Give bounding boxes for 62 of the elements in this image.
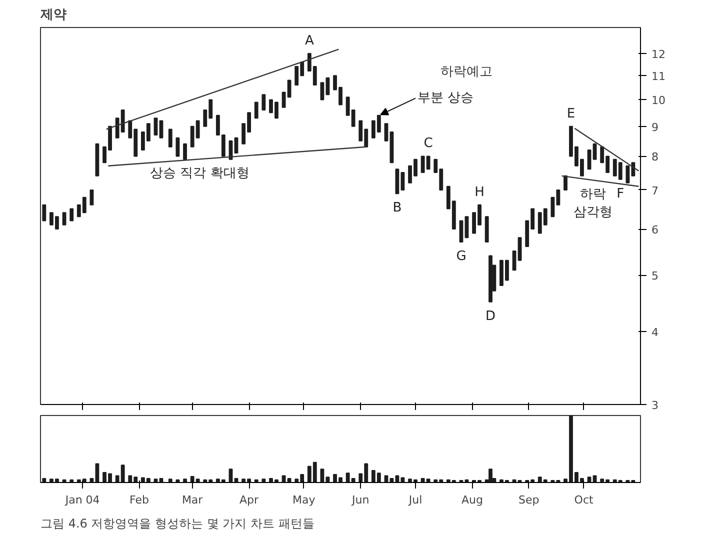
bar xyxy=(42,478,46,482)
annotation: C xyxy=(424,136,433,152)
bar xyxy=(592,143,597,160)
annotation: B xyxy=(392,200,402,216)
x-tick-label: Apr xyxy=(240,494,260,506)
bar xyxy=(488,468,492,482)
annotation: 하락 삼각형 xyxy=(573,187,612,220)
x-tick-label: Jan 04 xyxy=(64,494,100,506)
annotation: D xyxy=(485,308,496,324)
caption: 그림 4.6 저항영역을 형성하는 몇 가지 차트 패턴들 xyxy=(40,516,314,530)
y-tick-label: 7 xyxy=(652,184,658,198)
bar xyxy=(488,255,492,302)
bar xyxy=(384,123,388,142)
y-tick-label: 3 xyxy=(652,399,658,412)
bar xyxy=(390,132,394,164)
y-tick-label: 6 xyxy=(652,224,658,237)
bar xyxy=(512,250,516,271)
bar xyxy=(234,137,238,154)
bar xyxy=(159,120,164,138)
x-tick-label: Jun xyxy=(351,494,370,506)
bar xyxy=(176,137,180,157)
annotation: H xyxy=(474,184,484,200)
bar xyxy=(254,102,258,119)
y-tick-label: 11 xyxy=(652,70,666,84)
chart-title: 제약 xyxy=(40,8,66,22)
bar xyxy=(95,143,100,176)
y-tick-label: 5 xyxy=(652,270,658,283)
bar xyxy=(262,478,266,482)
bar xyxy=(262,94,266,111)
x-tick-label: Sep xyxy=(518,494,540,506)
bar xyxy=(168,128,172,148)
x-tick-label: Oct xyxy=(574,494,594,506)
bar xyxy=(518,237,522,261)
bar xyxy=(459,220,464,243)
y-tick-label: 10 xyxy=(652,94,666,108)
x-tick-label: Feb xyxy=(130,494,150,506)
bar xyxy=(70,208,74,222)
bar xyxy=(42,204,46,222)
bar xyxy=(183,143,187,160)
annotation: G xyxy=(456,249,466,264)
annotation: E xyxy=(566,106,576,122)
bar xyxy=(564,175,568,190)
x-tick-label: May xyxy=(292,494,316,506)
bar xyxy=(464,216,469,238)
bar xyxy=(90,189,94,206)
y-tick-label: 4 xyxy=(652,326,658,340)
bar xyxy=(484,216,489,243)
x-tick-label: Aug xyxy=(461,494,483,506)
bar xyxy=(154,118,158,136)
bar xyxy=(168,478,172,482)
annotation: A xyxy=(304,34,314,49)
annotation: 상승 직각 확대형 xyxy=(150,166,250,182)
annotation: 부분 상승 xyxy=(418,90,474,106)
annotation: 하락예고 xyxy=(440,64,492,80)
y-tick-label: 8 xyxy=(652,150,658,164)
bar xyxy=(62,212,66,226)
x-tick-label: Jul xyxy=(408,494,422,506)
y-tick-label: 12 xyxy=(652,48,666,62)
bar xyxy=(183,478,187,482)
annotation: F xyxy=(616,186,624,202)
y-tick-label: 9 xyxy=(652,120,658,134)
x-tick-label: Mar xyxy=(182,494,204,506)
